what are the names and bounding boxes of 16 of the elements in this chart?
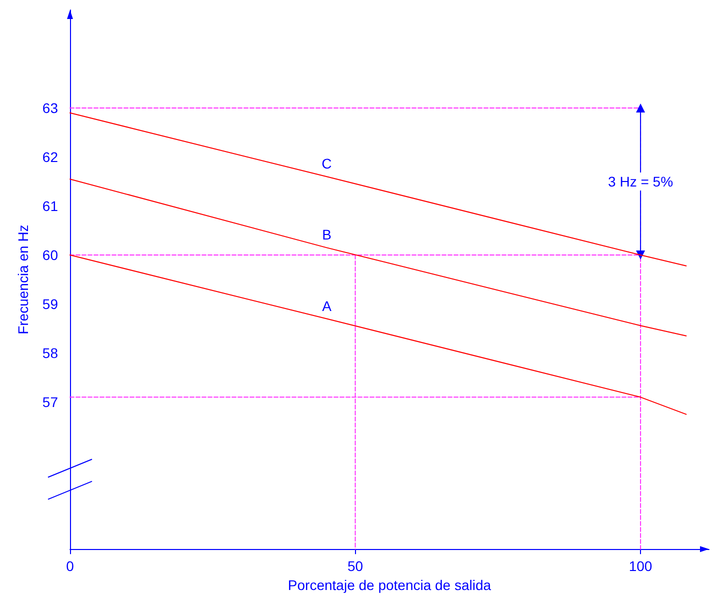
y-tick-label: 58: [42, 345, 58, 362]
y-tick-label: 59: [42, 296, 58, 312]
y-tick-label: 62: [42, 149, 58, 166]
y-axis-title: Frecuencia en Hz: [15, 224, 31, 334]
series-label: B: [322, 226, 332, 243]
y-tick-label: 63: [42, 100, 58, 116]
y-tick-label: 61: [42, 198, 58, 214]
x-axis-title: Porcentaje de potencia de salida: [288, 577, 492, 593]
x-tick-label: 0: [66, 558, 74, 574]
x-tick-label: 50: [347, 558, 364, 574]
annotation: 3 Hz = 5%: [608, 174, 674, 190]
x-tick-label: 100: [628, 558, 652, 574]
series-label: A: [322, 298, 332, 314]
y-tick-label: 60: [42, 247, 58, 264]
y-tick-label: 57: [42, 394, 58, 410]
series-label: C: [322, 156, 332, 172]
